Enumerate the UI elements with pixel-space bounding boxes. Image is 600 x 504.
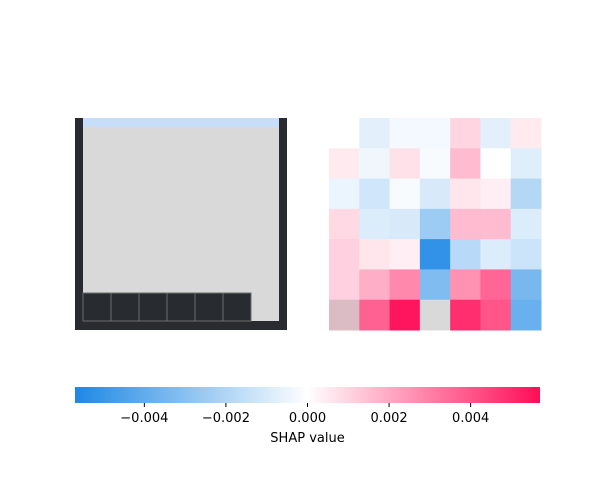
heatmap-cell: [359, 269, 391, 301]
heatmap-cell: [450, 208, 481, 240]
heatmap-cell: [389, 148, 421, 180]
heatmap-cell: [419, 239, 451, 270]
board-block: [222, 292, 252, 322]
board-block: [166, 292, 196, 322]
heatmap-cell: [359, 208, 391, 240]
heatmap-cell: [510, 118, 542, 149]
heatmap-cell: [510, 239, 542, 270]
colorbar-ticks: −0.004 −0.002 0.000 0.002 0.004: [120, 403, 489, 426]
colorbar-tick-label: −0.002: [202, 411, 250, 426]
game-board-panel: [75, 118, 287, 330]
heatmap-cell: [389, 299, 421, 331]
heatmap-cell: [450, 178, 481, 210]
colorbar-tick-label: 0.000: [289, 411, 326, 426]
heatmap-cell: [359, 148, 391, 180]
heatmap-cell: [329, 299, 360, 331]
heatmap-cell: [480, 118, 512, 149]
heatmap-cell: [419, 269, 451, 301]
colorbar-tick-label: 0.004: [452, 411, 489, 426]
heatmap-cell: [389, 208, 421, 240]
heatmap-cell: [419, 118, 451, 149]
board-block: [194, 292, 224, 322]
board-block: [110, 292, 140, 322]
heatmap-cell: [329, 208, 360, 240]
heatmap-cell: [510, 208, 542, 240]
heatmap-cell: [450, 148, 481, 180]
heatmap-cell: [450, 239, 481, 270]
heatmap-cell: [329, 178, 360, 210]
heatmap-cell: [480, 239, 512, 270]
heatmap-cell: [359, 239, 391, 270]
colorbar-tick-label: 0.002: [370, 411, 407, 426]
heatmap-cell: [359, 178, 391, 210]
shap-heatmap-panel: [329, 118, 542, 331]
heatmap-cell: [480, 269, 512, 301]
heatmap-cell: [510, 148, 542, 180]
heatmap-cell: [389, 269, 421, 301]
colorbar-label: SHAP value: [270, 431, 344, 446]
heatmap-cell: [419, 148, 451, 180]
board-block: [138, 292, 168, 322]
board-top-strip: [83, 118, 279, 127]
heatmap-cell: [419, 178, 451, 210]
heatmap-cell: [329, 118, 360, 149]
heatmap-cell: [419, 208, 451, 240]
heatmap-cell: [389, 239, 421, 270]
heatmap-cell: [480, 148, 512, 180]
board-playfield: [83, 118, 279, 321]
heatmap-cell: [510, 299, 542, 331]
heatmap-cell: [450, 118, 481, 149]
colorbar-gradient: [75, 387, 540, 403]
heatmap-cell: [419, 299, 451, 331]
heatmap-cell: [329, 148, 360, 180]
colorbar-tick-label: −0.004: [120, 411, 168, 426]
heatmap-cell: [510, 178, 542, 210]
heatmap-cell: [389, 178, 421, 210]
board-block: [82, 292, 112, 322]
heatmap-cell: [480, 299, 512, 331]
heatmap-cell: [450, 299, 481, 331]
heatmap-cell: [329, 239, 360, 270]
colorbar: −0.004 −0.002 0.000 0.002 0.004 SHAP value: [75, 387, 540, 446]
heatmap-cell: [389, 118, 421, 149]
heatmap-cell: [450, 269, 481, 301]
heatmap-cell: [480, 178, 512, 210]
heatmap-cell: [510, 269, 542, 301]
heatmap-cell: [359, 299, 391, 331]
heatmap-cell: [480, 208, 512, 240]
heatmap-cell: [329, 269, 360, 301]
heatmap-cell: [359, 118, 391, 149]
